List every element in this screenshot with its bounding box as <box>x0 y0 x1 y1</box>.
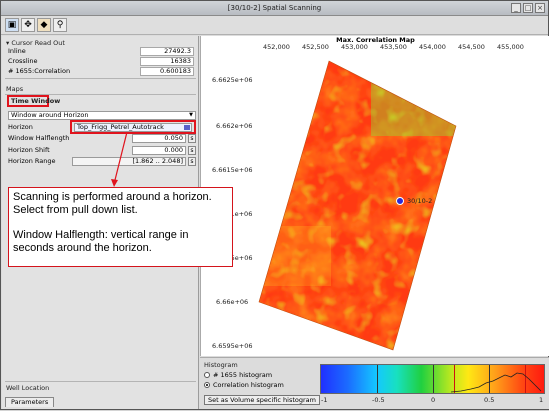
well-marker-icon[interactable] <box>396 197 404 205</box>
cursor-readout-title: Cursor Read Out <box>11 39 65 47</box>
tab-bar: Parameters <box>5 397 54 407</box>
maps-header[interactable]: Maps <box>6 85 23 93</box>
radio-volume-histogram[interactable]: # 1655 histogram <box>204 371 272 379</box>
layers-tool-icon[interactable]: ◆ <box>37 18 51 32</box>
callout-text-horizon: Scanning is performed around a horizon. … <box>13 191 228 217</box>
chevron-down-icon: ▼ <box>188 113 194 118</box>
readout-value: 0.600183 <box>140 67 194 76</box>
maximize-button[interactable]: □ <box>523 3 533 13</box>
horizon-label: Horizon <box>8 123 33 132</box>
pan-tool-icon[interactable]: ✥ <box>21 18 35 32</box>
colorbar-tick: -1 <box>321 396 327 404</box>
radio-correlation-histogram[interactable]: Correlation histogram <box>204 381 284 389</box>
divider <box>5 381 196 382</box>
shift-input[interactable]: 0.000 <box>132 146 186 155</box>
well-location-header[interactable]: Well Location <box>6 384 49 392</box>
minimize-button[interactable]: _ <box>511 3 521 13</box>
shift-unit: s <box>188 146 196 155</box>
radio-label: # 1655 histogram <box>213 371 272 379</box>
select-tool-icon[interactable]: ▣ <box>5 18 19 32</box>
histogram-panel: Histogram # 1655 histogram Correlation h… <box>200 357 549 409</box>
colorbar-tick: 0 <box>431 396 435 404</box>
radio-icon <box>204 372 210 378</box>
halflength-label: Window Halflength <box>8 134 69 143</box>
readout-value: 27492.3 <box>140 47 194 56</box>
radio-label: Correlation histogram <box>213 381 284 389</box>
divider <box>5 78 196 79</box>
map-panel: Max. Correlation Map 452,000 452,500 453… <box>200 36 549 356</box>
readout-label: Inline <box>8 47 26 56</box>
halflength-input[interactable]: 0.050 <box>132 134 186 143</box>
histogram-colorbar[interactable] <box>320 364 545 394</box>
cursor-readout-header[interactable]: ▾ Cursor Read Out <box>6 39 65 47</box>
halflength-unit: s <box>188 134 196 143</box>
window-mode-value: Window around Horizon <box>11 111 88 119</box>
close-button[interactable]: × <box>535 3 545 13</box>
range-unit: s <box>188 157 196 166</box>
well-label: 30/10-2 <box>407 197 432 205</box>
colorbar-tick: 1 <box>539 396 543 404</box>
shift-label: Horizon Shift <box>8 146 50 155</box>
title-bar: [30/10-2] Spatial Scanning _ □ × <box>1 1 548 16</box>
colorbar-tick: -0.5 <box>372 396 385 404</box>
range-label: Horizon Range <box>8 157 56 166</box>
readout-row-crossline: Crossline 16383 <box>6 57 196 66</box>
radio-selected-icon <box>204 382 210 388</box>
help-callout: Scanning is performed around a horizon. … <box>8 187 233 267</box>
toolbar: ▣ ✥ ◆ ⚲ <box>1 16 548 35</box>
window-mode-select[interactable]: Window around Horizon ▼ <box>8 111 196 120</box>
histogram-title: Histogram <box>204 361 238 369</box>
histogram-curve <box>321 365 544 393</box>
colorbar-tick: 0.5 <box>484 396 494 404</box>
time-window-title[interactable]: Time Window <box>11 97 60 105</box>
readout-value: 16383 <box>140 57 194 66</box>
range-value: [1.862 .. 2.048] <box>72 157 186 166</box>
readout-row-inline: Inline 27492.3 <box>6 47 196 56</box>
query-tool-icon[interactable]: ⚲ <box>53 18 67 32</box>
readout-row-correlation: # 1655:Correlation 0.600183 <box>6 67 196 76</box>
correlation-map[interactable] <box>201 36 549 356</box>
window-title: [30/10-2] Spatial Scanning <box>228 4 321 12</box>
tab-parameters[interactable]: Parameters <box>5 397 54 407</box>
horizon-dropdown-icon <box>184 125 190 130</box>
horizon-value: Top_Frigg_Petrel_Autotrack <box>77 123 164 131</box>
horizon-select[interactable]: Top_Frigg_Petrel_Autotrack <box>74 123 192 132</box>
readout-label: Crossline <box>8 57 38 66</box>
callout-text-halflength: Window Halflength: vertical range in sec… <box>13 229 228 255</box>
readout-label: # 1655:Correlation <box>8 67 70 76</box>
set-volume-histogram-button[interactable]: Set as Volume specific histogram <box>204 395 320 405</box>
